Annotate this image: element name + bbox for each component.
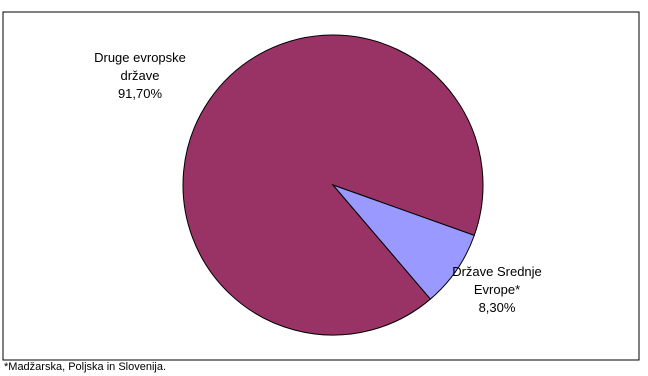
slice-label: Druge evropske države 91,70% [80, 49, 200, 103]
slice-label: Države Srednje Evrope* 8,30% [442, 263, 552, 317]
slice-value: 8,30% [478, 300, 516, 315]
pie-slice [331, 183, 475, 300]
footnote: *Madžarska, Poljska in Slovenija. [4, 361, 167, 373]
slice-name: Druge evropske države [94, 50, 186, 83]
slice-name: Države Srednje Evrope* [452, 264, 542, 297]
slice-value: 91,70% [117, 86, 163, 101]
